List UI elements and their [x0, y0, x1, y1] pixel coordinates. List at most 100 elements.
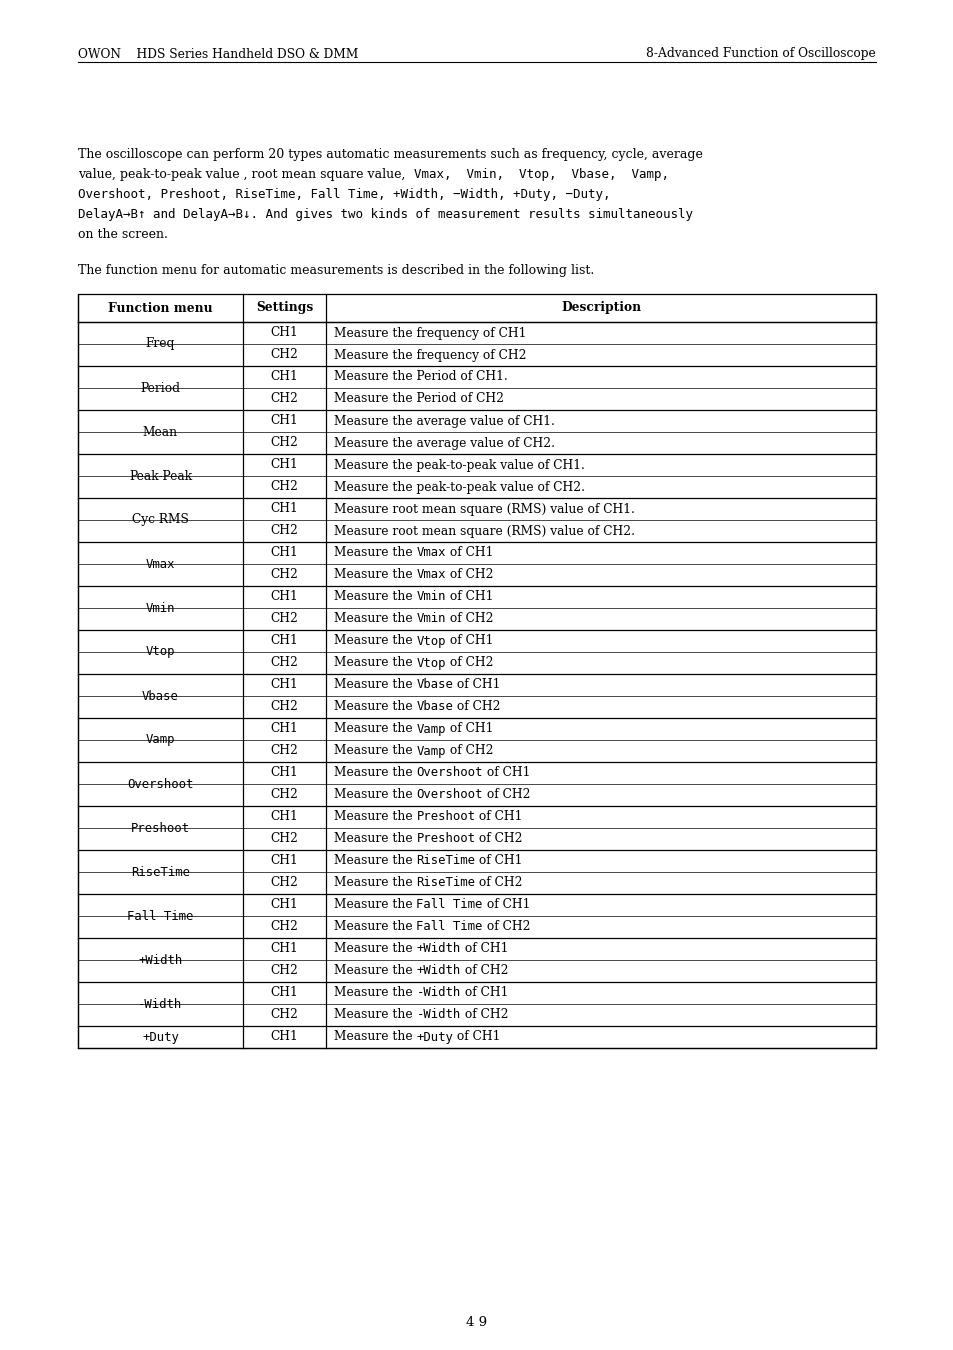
Text: Mean: Mean: [143, 425, 178, 439]
Text: Measure the peak-to-peak value of CH2.: Measure the peak-to-peak value of CH2.: [334, 481, 584, 494]
Text: CH1: CH1: [271, 767, 298, 779]
Text: CH1: CH1: [271, 942, 298, 956]
Text: Vamp: Vamp: [146, 733, 175, 747]
Text: Measure the Period of CH2: Measure the Period of CH2: [334, 393, 503, 405]
Text: -Width: -Width: [416, 987, 460, 999]
Text: Measure the: Measure the: [334, 942, 416, 956]
Text: Overshoot: Overshoot: [127, 778, 193, 791]
Text: Fall Time: Fall Time: [416, 921, 482, 933]
Text: CH1: CH1: [271, 1030, 298, 1044]
Text: Measure the average value of CH2.: Measure the average value of CH2.: [334, 436, 555, 450]
Text: of CH2: of CH2: [446, 613, 493, 625]
Text: of CH2: of CH2: [446, 656, 493, 670]
Text: Measure the: Measure the: [334, 547, 416, 559]
Text: Measure the: Measure the: [334, 855, 416, 868]
Text: Preshoot: Preshoot: [131, 822, 190, 834]
Text: CH1: CH1: [271, 327, 298, 339]
Text: on the screen.: on the screen.: [78, 228, 168, 242]
Text: Description: Description: [560, 301, 640, 315]
Text: of CH1: of CH1: [482, 899, 530, 911]
Text: Vmax,  Vmin,  Vtop,  Vbase,  Vamp,: Vmax, Vmin, Vtop, Vbase, Vamp,: [414, 167, 668, 181]
Text: CH2: CH2: [271, 744, 298, 757]
Text: CH1: CH1: [271, 810, 298, 824]
Text: CH2: CH2: [271, 436, 298, 450]
Text: Function menu: Function menu: [108, 301, 213, 315]
Text: Measure the: Measure the: [334, 921, 416, 933]
Text: Measure the: Measure the: [334, 568, 416, 582]
Text: of CH2: of CH2: [446, 568, 493, 582]
Text: CH1: CH1: [271, 679, 298, 691]
Text: CH1: CH1: [271, 855, 298, 868]
Text: Measure the: Measure the: [334, 833, 416, 845]
Text: -Width: -Width: [138, 998, 182, 1011]
Text: CH1: CH1: [271, 590, 298, 603]
Text: of CH2: of CH2: [482, 788, 530, 802]
Text: CH1: CH1: [271, 459, 298, 471]
Text: CH2: CH2: [271, 393, 298, 405]
Text: CH2: CH2: [271, 833, 298, 845]
Text: CH1: CH1: [271, 987, 298, 999]
Text: Measure the: Measure the: [334, 810, 416, 824]
Text: Measure the: Measure the: [334, 744, 416, 757]
Text: Measure the: Measure the: [334, 656, 416, 670]
Text: Measure the: Measure the: [334, 1008, 416, 1022]
Text: CH2: CH2: [271, 964, 298, 977]
Text: Measure the: Measure the: [334, 590, 416, 603]
Text: Period: Period: [140, 382, 180, 394]
Text: Measure the: Measure the: [334, 1030, 416, 1044]
Text: CH2: CH2: [271, 788, 298, 802]
Text: Measure root mean square (RMS) value of CH1.: Measure root mean square (RMS) value of …: [334, 502, 634, 516]
Text: Vmin: Vmin: [416, 613, 446, 625]
Text: Vamp: Vamp: [416, 744, 446, 757]
Text: Cyc RMS: Cyc RMS: [132, 513, 189, 526]
Text: value, peak-to-peak value , root mean square value,: value, peak-to-peak value , root mean sq…: [78, 167, 409, 181]
Text: of CH1: of CH1: [453, 1030, 500, 1044]
Text: RiseTime: RiseTime: [416, 855, 475, 868]
Text: Vmax: Vmax: [146, 558, 175, 571]
Text: CH2: CH2: [271, 525, 298, 537]
Text: +Width: +Width: [138, 953, 182, 967]
Text: CH2: CH2: [271, 701, 298, 714]
Text: of CH1: of CH1: [460, 942, 508, 956]
Text: Settings: Settings: [255, 301, 313, 315]
Text: Measure the: Measure the: [334, 722, 416, 736]
Text: Vmax: Vmax: [416, 568, 446, 582]
Text: of CH1: of CH1: [482, 767, 530, 779]
Text: of CH2: of CH2: [482, 921, 530, 933]
Text: Vtop: Vtop: [416, 656, 446, 670]
Text: CH1: CH1: [271, 370, 298, 383]
Text: CH2: CH2: [271, 656, 298, 670]
Text: 4 9: 4 9: [466, 1315, 487, 1328]
Text: Measure the: Measure the: [334, 788, 416, 802]
Text: Measure the average value of CH1.: Measure the average value of CH1.: [334, 414, 555, 428]
Text: RiseTime: RiseTime: [131, 865, 190, 879]
Text: CH2: CH2: [271, 613, 298, 625]
Text: Measure root mean square (RMS) value of CH2.: Measure root mean square (RMS) value of …: [334, 525, 635, 537]
Text: of CH1: of CH1: [453, 679, 500, 691]
Text: Vmin: Vmin: [146, 602, 175, 614]
Text: The oscilloscope can perform 20 types automatic measurements such as frequency, : The oscilloscope can perform 20 types au…: [78, 148, 702, 161]
Text: Measure the frequency of CH1: Measure the frequency of CH1: [334, 327, 526, 339]
Text: Vmax: Vmax: [416, 547, 446, 559]
Text: Measure the: Measure the: [334, 899, 416, 911]
Text: +Duty: +Duty: [416, 1030, 453, 1044]
Text: +Width: +Width: [416, 964, 460, 977]
Text: Measure the frequency of CH2: Measure the frequency of CH2: [334, 348, 526, 362]
Text: of CH2: of CH2: [460, 1008, 508, 1022]
Text: Vbase: Vbase: [142, 690, 179, 702]
Text: Overshoot: Overshoot: [416, 767, 482, 779]
Text: Vtop: Vtop: [146, 645, 175, 659]
Text: of CH2: of CH2: [460, 964, 508, 977]
Text: Measure the: Measure the: [334, 876, 416, 890]
Text: of CH1: of CH1: [475, 855, 522, 868]
Text: Vamp: Vamp: [416, 722, 446, 736]
Text: CH2: CH2: [271, 348, 298, 362]
Text: Vmin: Vmin: [416, 590, 446, 603]
Text: RiseTime: RiseTime: [416, 876, 475, 890]
Text: Measure the: Measure the: [334, 964, 416, 977]
Text: DelayA→B↑ and DelayA→B↓. And gives two kinds of measurement results simultaneous: DelayA→B↑ and DelayA→B↓. And gives two k…: [78, 208, 692, 221]
Text: +Width: +Width: [416, 942, 460, 956]
Text: of CH2: of CH2: [475, 876, 522, 890]
Text: Preshoot: Preshoot: [416, 810, 475, 824]
Text: +Duty: +Duty: [142, 1030, 179, 1044]
